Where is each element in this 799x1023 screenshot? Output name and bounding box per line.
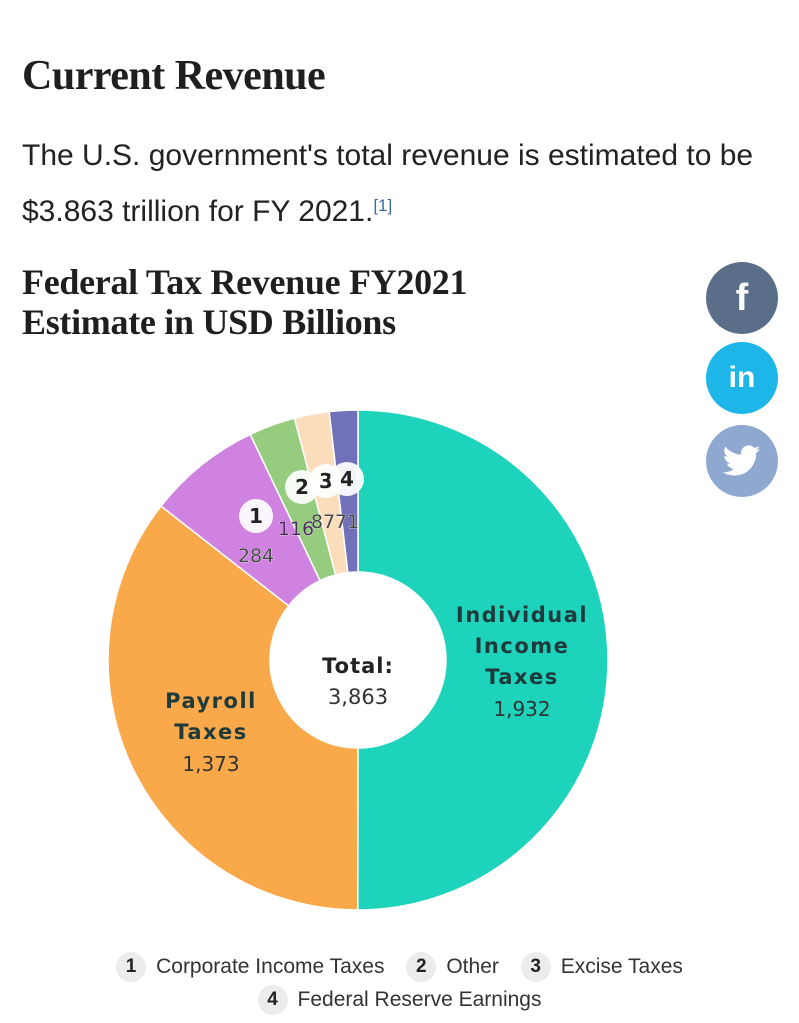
slice-label: Income — [475, 634, 570, 658]
legend-label: Federal Reserve Earnings — [297, 988, 542, 1011]
legend-label: Other — [446, 955, 499, 978]
legend-marker: 3 — [520, 952, 551, 982]
twitter-share-button[interactable] — [706, 425, 778, 497]
legend-label: Excise Taxes — [560, 955, 683, 978]
legend-marker: 1 — [116, 952, 147, 982]
slice-label: Taxes — [174, 720, 248, 744]
slice-payroll-taxes[interactable] — [107, 505, 359, 911]
facebook-icon: f — [735, 276, 749, 319]
slice-marker: 2 — [295, 475, 309, 499]
slice-marker: 1 — [249, 504, 263, 528]
center-total-label: Total: — [322, 654, 394, 678]
slice-label: Payroll — [165, 689, 257, 713]
slice-label: Taxes — [485, 665, 559, 689]
slice-individual-income-taxes[interactable] — [357, 409, 609, 911]
chart-title-line-2: Estimate in USD Billions — [22, 302, 396, 342]
linkedin-icon: in — [728, 361, 756, 394]
slice-marker: 4 — [340, 467, 354, 491]
legend-row-2: 4 Federal Reserve Earnings — [0, 985, 799, 1015]
legend-item-other[interactable]: 2 Other — [406, 952, 499, 982]
footnote-link[interactable]: [1] — [373, 196, 393, 215]
legend-row-1: 1 Corporate Income Taxes 2 Other 3 Excise T… — [0, 952, 799, 982]
center-total-value: 3,863 — [328, 685, 388, 709]
legend-marker: 2 — [406, 952, 437, 982]
legend-item-corporate[interactable]: 1 Corporate Income Taxes — [116, 952, 385, 982]
intro-text: The U.S. government's total revenue is e… — [22, 139, 754, 228]
slice-value-label: 87 — [311, 511, 335, 533]
slice-marker: 3 — [319, 469, 333, 493]
slice-label: Individual — [456, 603, 588, 627]
slice-value-label: 284 — [238, 545, 274, 567]
intro-paragraph: The U.S. government's total revenue is e… — [22, 128, 782, 240]
legend-item-excise[interactable]: 3 Excise Taxes — [520, 952, 683, 982]
legend-label: Corporate Income Taxes — [156, 955, 385, 978]
slice-value-label: 1,932 — [493, 697, 550, 721]
facebook-share-button[interactable]: f — [706, 262, 778, 334]
slice-value-label: 116 — [278, 518, 314, 540]
chart-title: Federal Tax Revenue FY2021 Estimate in U… — [22, 262, 467, 342]
legend-item-fed-reserve[interactable]: 4 Federal Reserve Earnings — [257, 985, 542, 1015]
legend-marker: 4 — [257, 985, 288, 1015]
slice-marker-bg — [239, 499, 273, 533]
slice-value-label: 1,373 — [182, 752, 239, 776]
twitter-icon — [723, 445, 761, 476]
slice-marker-bg — [330, 462, 364, 496]
section-title: Current Revenue — [22, 53, 326, 99]
linkedin-share-button[interactable]: in — [706, 342, 778, 414]
chart-title-line-1: Federal Tax Revenue FY2021 — [22, 262, 468, 302]
slice-value-label: 71 — [335, 511, 359, 533]
